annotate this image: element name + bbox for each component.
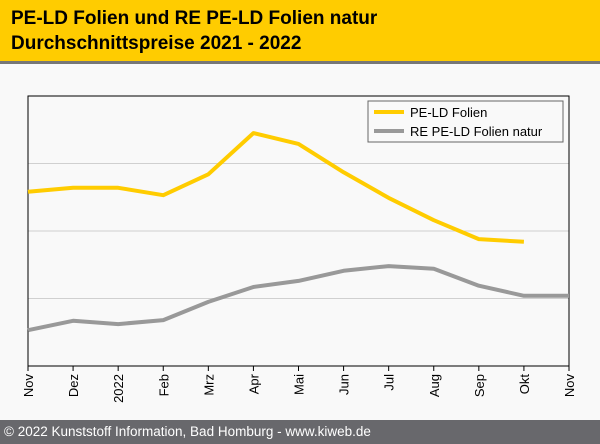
chart-title: PE-LD Folien und RE PE-LD Folien natur <box>11 8 378 29</box>
legend-label: RE PE-LD Folien natur <box>410 124 543 139</box>
legend-label: PE-LD Folien <box>410 105 487 120</box>
x-tick-label: Nov <box>562 374 577 398</box>
x-tick-label: Feb <box>156 374 171 396</box>
series-line-re-pe-ld-folien-natur <box>27 264 569 333</box>
x-tick-label: Jun <box>337 374 352 395</box>
x-tick-label: Dez <box>66 374 81 397</box>
x-tick-label: 2022 <box>111 374 126 403</box>
chart-subtitle: Durchschnittspreise 2021 - 2022 <box>11 33 302 54</box>
x-tick-label: Jul <box>382 374 397 391</box>
x-tick-label: Nov <box>21 374 36 398</box>
x-tick-label: Okt <box>517 374 532 395</box>
x-tick-label: Mai <box>292 374 307 395</box>
legend-box <box>367 100 564 143</box>
line-chart: Nov Dez 2022 Feb Mrz Apr Mai Jun Jul Aug Sep Okt Nov… <box>21 95 577 403</box>
x-tick-label: Mrz <box>201 374 216 396</box>
footer-copyright: © 2022 Kunststoff Information, Bad Hombu… <box>0 420 600 444</box>
chart-header: PE-LD Folien und RE PE-LD Folien natur D… <box>0 0 600 64</box>
x-tick-label: Aug <box>427 374 442 397</box>
x-tick-label: Apr <box>246 373 261 394</box>
series-line-pe-ld-folien <box>27 131 525 244</box>
x-tick-label: Sep <box>472 374 487 397</box>
